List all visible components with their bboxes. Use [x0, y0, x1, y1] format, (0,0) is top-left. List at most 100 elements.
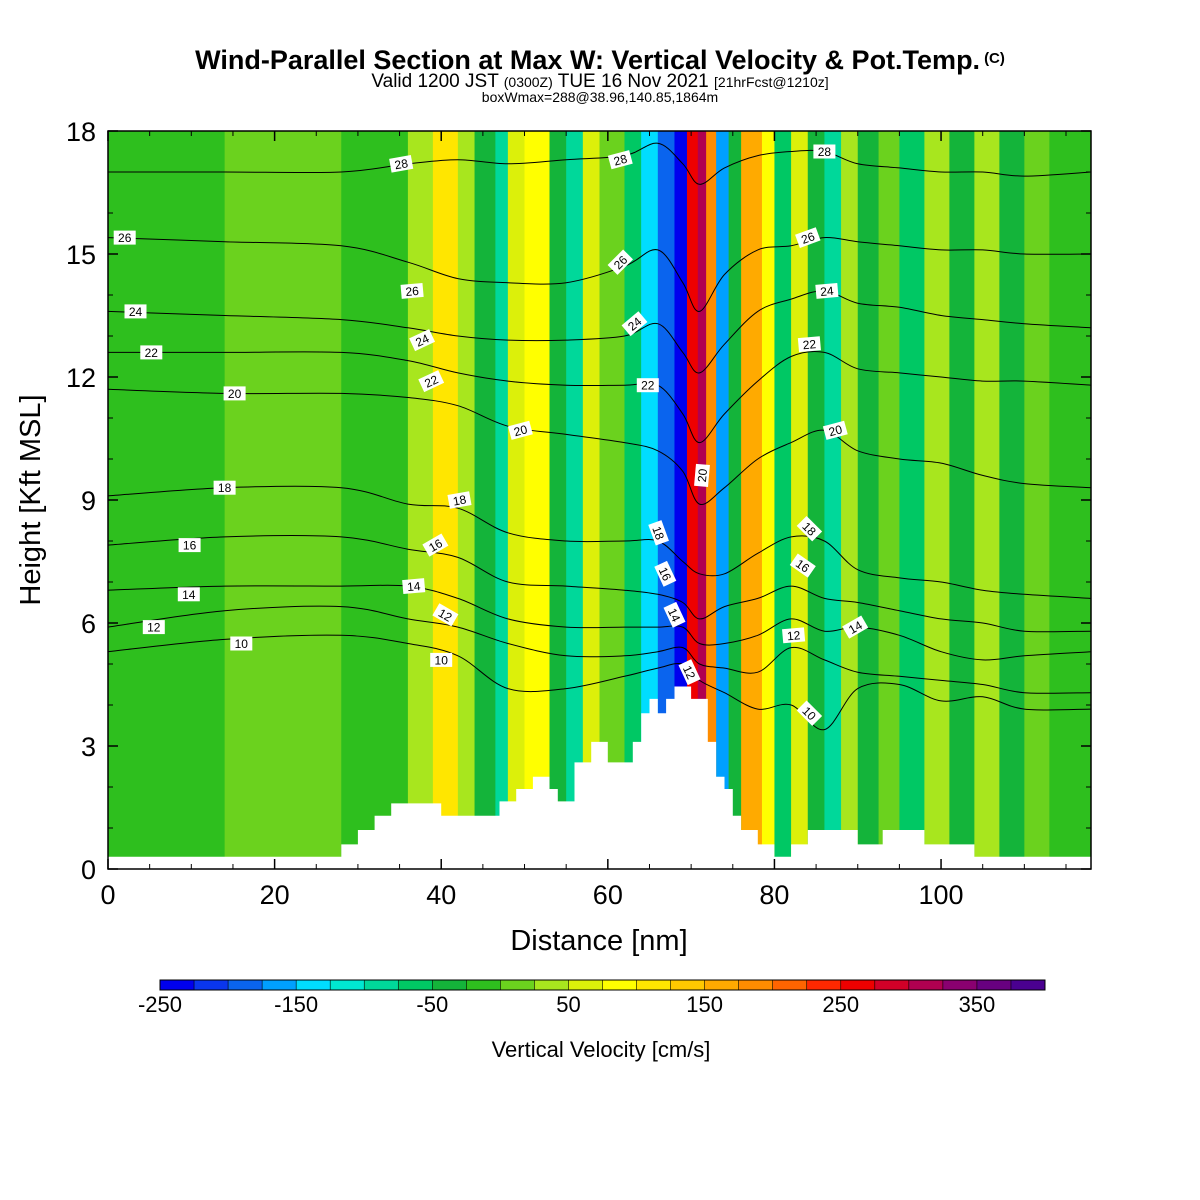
- colorbar-swatch: [228, 980, 263, 990]
- valid-date: TUE 16 Nov 2021: [557, 71, 709, 92]
- potential-temperature-contours: [108, 142, 1091, 731]
- contour-label-text: 14: [846, 618, 865, 637]
- contour-label-36: 10: [430, 652, 453, 667]
- contour-label-text: 18: [218, 481, 232, 495]
- velocity-band-6: [474, 131, 496, 869]
- isentrope-26: [108, 237, 1091, 312]
- colorbar-swatch: [670, 980, 706, 990]
- contour-label-box: [648, 520, 669, 546]
- y-tick-label: 18: [66, 117, 96, 147]
- valid-utc: (0300Z): [503, 74, 553, 90]
- contour-label-text: 26: [405, 284, 420, 299]
- velocity-band-12: [582, 131, 601, 869]
- contour-label-text: 12: [436, 606, 455, 625]
- contour-label-5: 26: [607, 249, 634, 275]
- velocity-band-19: [697, 131, 707, 869]
- contour-label-box: [142, 620, 165, 635]
- velocity-band-23: [741, 131, 763, 869]
- contour-label-text: 24: [129, 305, 143, 319]
- velocity-band-32: [899, 131, 925, 869]
- x-axis-label: Distance [nm]: [510, 925, 687, 957]
- forecast-info: [21hrFcst@1210z]: [714, 74, 829, 90]
- colorbar-tick-label: -150: [274, 992, 318, 1017]
- contour-label-box: [409, 329, 436, 352]
- contour-label-6: 26: [795, 227, 821, 248]
- y-tick-label: 3: [81, 732, 96, 762]
- contour-label-18: 20: [822, 420, 848, 440]
- y-tick-label: 15: [66, 240, 96, 270]
- contour-label-text: 12: [147, 621, 161, 635]
- box-wmax: boxWmax=288@38.96,140.85,1864m: [481, 89, 719, 105]
- contour-label-box: [124, 304, 147, 319]
- colorbar-tick-label: 350: [959, 992, 996, 1017]
- velocity-band-31: [878, 131, 900, 869]
- contour-label-box: [447, 491, 472, 509]
- colorbar-swatch: [636, 980, 671, 990]
- velocity-band-26: [791, 131, 809, 869]
- y-axis-label: Height [Kft MSL]: [15, 394, 47, 605]
- contour-label-box: [113, 230, 136, 245]
- colorbar-tick-label: -250: [138, 992, 182, 1017]
- velocity-band-7: [495, 131, 509, 869]
- contour-label-text: 28: [393, 156, 409, 172]
- x-tick-label: 100: [919, 880, 964, 910]
- contour-label-box: [140, 345, 163, 360]
- contour-label-box: [796, 515, 823, 542]
- velocity-band-18: [686, 131, 699, 869]
- contour-label-16: 20: [507, 420, 533, 440]
- colorbar-tick-label: 150: [686, 992, 723, 1017]
- velocity-band-15: [641, 131, 659, 869]
- contour-label-box: [178, 538, 201, 553]
- y-tick-label: 9: [81, 486, 96, 516]
- colorbar-swatch: [568, 980, 603, 990]
- contour-label-box: [796, 700, 823, 726]
- colorbar-swatch: [194, 980, 229, 990]
- chart-title: Wind-Parallel Section at Max W: Vertical…: [0, 44, 1200, 75]
- colorbar-swatch: [806, 980, 842, 990]
- contour-label-text: 16: [656, 565, 674, 583]
- colorbar-swatch: [704, 980, 740, 990]
- contour-label-35: 10: [230, 636, 253, 651]
- contour-label-box: [422, 533, 449, 557]
- isentrope-16: [108, 535, 1091, 633]
- contour-label-text: 24: [820, 284, 835, 299]
- contour-label-31: 12: [142, 620, 165, 635]
- colorbar-swatch: [908, 980, 944, 990]
- y-tick-label: 12: [66, 363, 96, 393]
- contour-label-box: [507, 420, 533, 440]
- contour-label-box: [789, 553, 816, 578]
- isentrope-12: [108, 605, 1091, 694]
- colorbar-swatch: [500, 980, 535, 990]
- contour-label-text: 22: [422, 372, 440, 390]
- contour-label-32: 12: [432, 603, 459, 627]
- contour-label-text: 14: [665, 606, 683, 624]
- contour-label-37: 10: [796, 700, 823, 726]
- contour-label-text: 14: [182, 588, 196, 602]
- isentrope-18: [108, 485, 1091, 599]
- velocity-band-16: [657, 131, 676, 869]
- velocity-band-20: [706, 131, 717, 869]
- contour-label-19: 18: [213, 480, 236, 495]
- contour-label-28: 14: [402, 578, 426, 594]
- contour-label-12: 22: [418, 370, 445, 393]
- y-tick-label: 6: [81, 609, 96, 639]
- colorbar-swatch: [976, 980, 1012, 990]
- colorbar-swatch: [432, 980, 467, 990]
- contour-label-box: [694, 463, 710, 487]
- contour-label-text: 22: [145, 346, 159, 360]
- velocity-band-2: [341, 131, 409, 869]
- velocity-band-3: [407, 131, 434, 869]
- contour-label-box: [842, 615, 869, 639]
- contour-label-4: 26: [400, 282, 424, 299]
- contour-label-text: 20: [695, 468, 710, 483]
- contour-label-box: [813, 144, 836, 159]
- contour-label-box: [782, 627, 806, 644]
- velocity-band-28: [824, 131, 842, 869]
- contour-label-text: 18: [649, 524, 667, 542]
- contour-label-10: 24: [815, 282, 839, 299]
- colorbar-swatch: [466, 980, 501, 990]
- valid-prefix: Valid 1200 JST: [371, 71, 499, 92]
- contour-label-box: [432, 603, 459, 627]
- colorbar-tick-label: 50: [556, 992, 580, 1017]
